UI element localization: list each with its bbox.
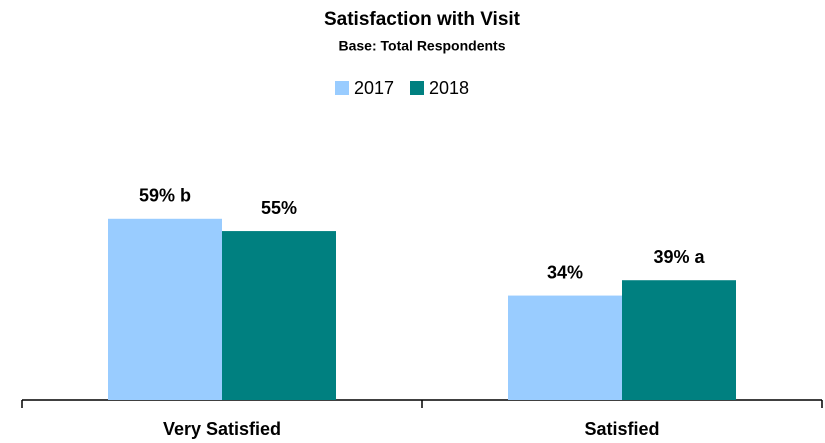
x-tick-label: Satisfied bbox=[584, 419, 659, 439]
legend-swatch bbox=[335, 81, 349, 95]
data-label: 34% bbox=[547, 262, 583, 282]
data-label: 55% bbox=[261, 198, 297, 218]
bar bbox=[222, 231, 336, 400]
legend-swatch bbox=[410, 81, 424, 95]
legend-label: 2017 bbox=[354, 78, 394, 98]
data-label: 59% b bbox=[139, 186, 191, 206]
bar bbox=[508, 295, 622, 400]
bar bbox=[108, 218, 222, 400]
chart-title: Satisfaction with Visit bbox=[324, 9, 521, 30]
chart-subtitle: Base: Total Respondents bbox=[339, 38, 506, 54]
bar bbox=[622, 280, 736, 400]
x-tick-label: Very Satisfied bbox=[163, 419, 281, 439]
legend-label: 2018 bbox=[429, 78, 469, 98]
data-label: 39% a bbox=[653, 247, 705, 267]
